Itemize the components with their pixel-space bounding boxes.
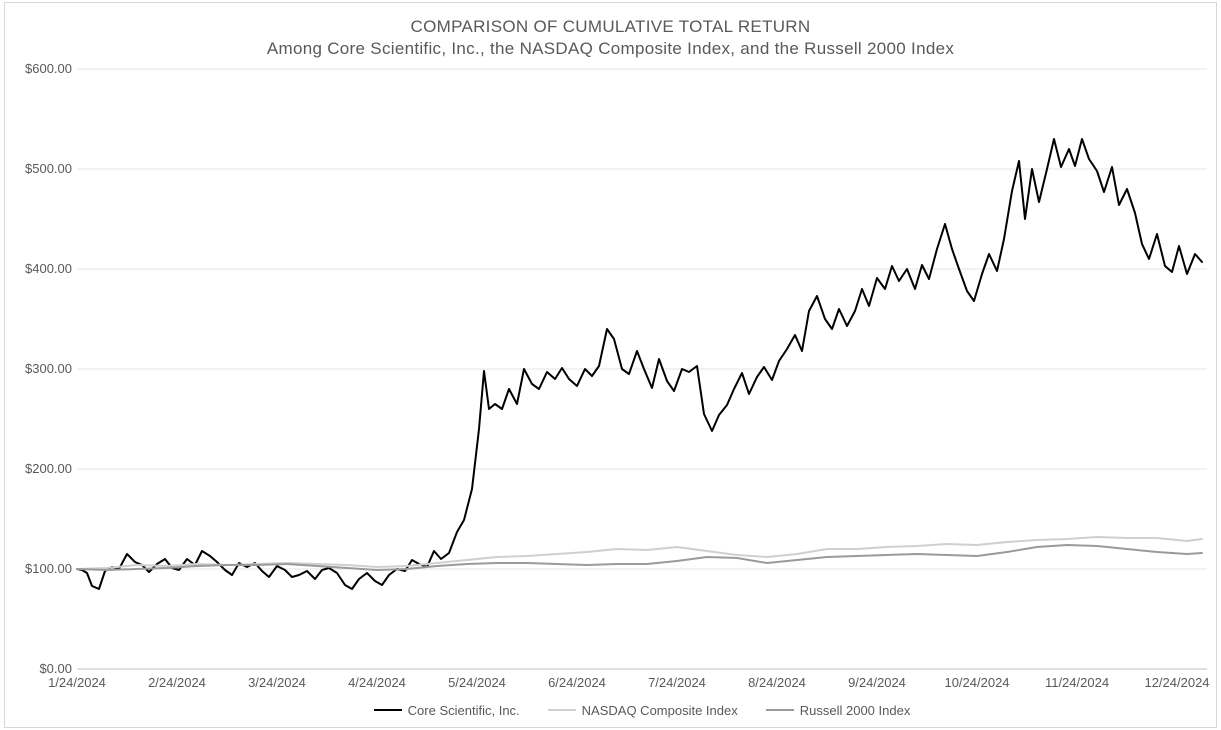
- legend-item: NASDAQ Composite Index: [548, 703, 738, 718]
- legend-item: Russell 2000 Index: [766, 703, 911, 718]
- y-axis-label: $500.00: [12, 161, 72, 176]
- x-axis-label: 12/24/2024: [1144, 675, 1209, 690]
- legend-swatch: [548, 709, 576, 711]
- y-axis-label: $100.00: [12, 561, 72, 576]
- y-axis-label: $400.00: [12, 261, 72, 276]
- x-axis-label: 4/24/2024: [348, 675, 406, 690]
- x-axis-label: 7/24/2024: [648, 675, 706, 690]
- x-axis-label: 2/24/2024: [148, 675, 206, 690]
- series-line: [77, 139, 1202, 589]
- chart-title: COMPARISON OF CUMULATIVE TOTAL RETURN: [5, 17, 1216, 37]
- y-axis-label: $600.00: [12, 61, 72, 76]
- x-axis-label: 10/24/2024: [944, 675, 1009, 690]
- chart-frame: COMPARISON OF CUMULATIVE TOTAL RETURN Am…: [4, 2, 1217, 728]
- x-axis-label: 1/24/2024: [48, 675, 106, 690]
- chart-subtitle: Among Core Scientific, Inc., the NASDAQ …: [5, 39, 1216, 59]
- plot-svg: [77, 69, 1207, 669]
- legend: Core Scientific, Inc. NASDAQ Composite In…: [77, 699, 1207, 718]
- legend-label: Russell 2000 Index: [800, 703, 911, 718]
- y-axis-label: $300.00: [12, 361, 72, 376]
- x-axis-label: 3/24/2024: [248, 675, 306, 690]
- legend-item: Core Scientific, Inc.: [374, 703, 520, 718]
- legend-swatch: [374, 709, 402, 711]
- plot-area: $0.00$100.00$200.00$300.00$400.00$500.00…: [77, 69, 1207, 669]
- x-axis-label: 9/24/2024: [848, 675, 906, 690]
- legend-label: Core Scientific, Inc.: [408, 703, 520, 718]
- y-axis-label: $0.00: [12, 661, 72, 676]
- legend-label: NASDAQ Composite Index: [582, 703, 738, 718]
- y-axis-label: $200.00: [12, 461, 72, 476]
- x-axis-label: 8/24/2024: [748, 675, 806, 690]
- x-axis-label: 6/24/2024: [548, 675, 606, 690]
- x-axis-label: 11/24/2024: [1045, 675, 1109, 690]
- legend-swatch: [766, 709, 794, 711]
- x-axis-label: 5/24/2024: [448, 675, 506, 690]
